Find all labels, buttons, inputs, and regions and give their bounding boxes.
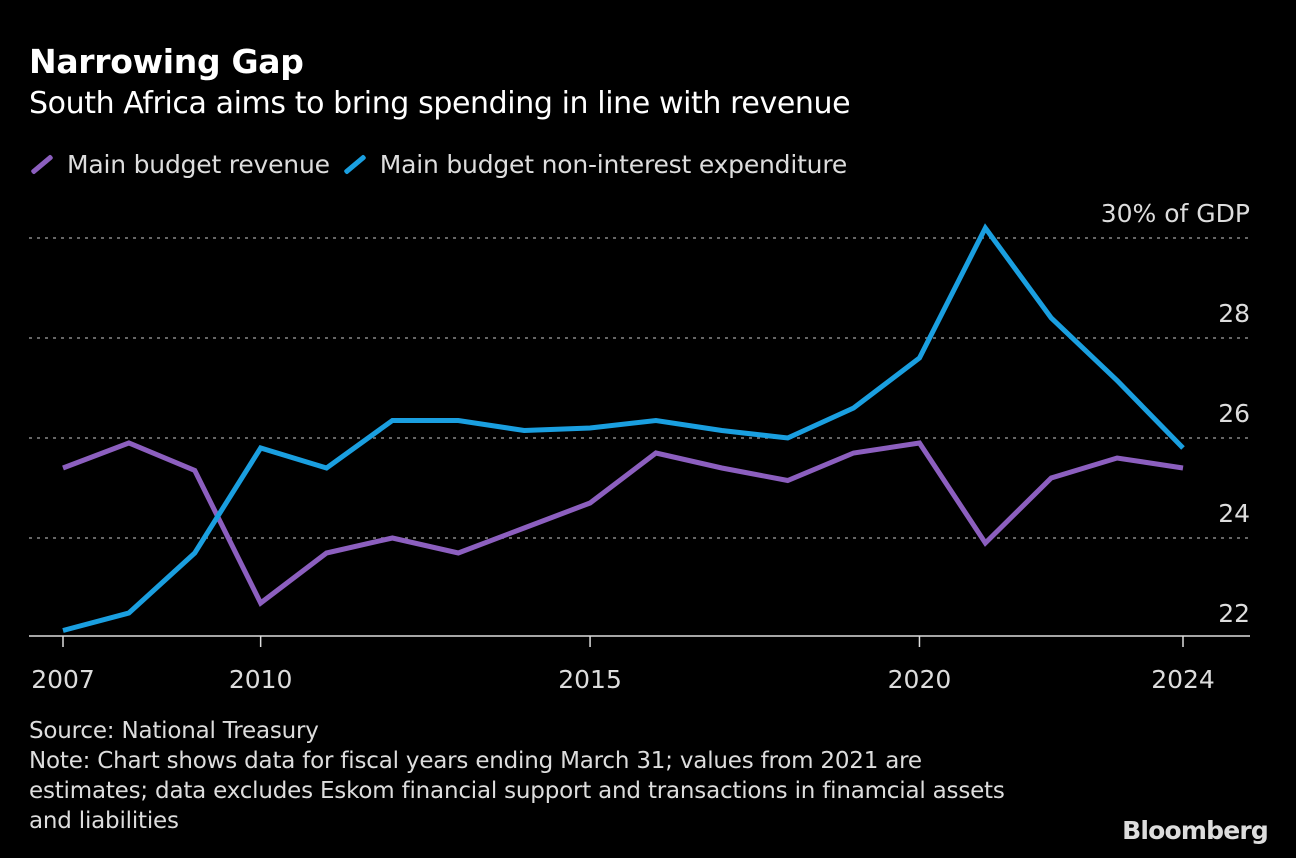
x-tick-label: 2024: [1151, 665, 1215, 694]
legend-item-expenditure: Main budget non-interest expenditure: [342, 150, 847, 179]
x-tick-label: 2010: [229, 665, 293, 694]
source-text: Source: National Treasury: [29, 718, 319, 744]
y-tick-label: 22: [1218, 599, 1250, 628]
legend-item-revenue: Main budget revenue: [29, 150, 330, 179]
legend-label: Main budget revenue: [67, 150, 330, 179]
footer: Source: National Treasury Note: Chart sh…: [29, 716, 1029, 836]
y-tick-label: 28: [1218, 299, 1250, 328]
series-line-expenditure: [62, 223, 1185, 633]
y-tick-label: 26: [1218, 399, 1250, 428]
chart-title: Narrowing Gap: [29, 42, 304, 81]
bloomberg-logo: Bloomberg: [1122, 816, 1269, 845]
x-tick-label: 2007: [31, 665, 95, 694]
x-tick-label: 2015: [558, 665, 622, 694]
note-text: Note: Chart shows data for fiscal years …: [29, 748, 1005, 834]
y-tick-label: 24: [1218, 499, 1250, 528]
legend-label: Main budget non-interest expenditure: [379, 150, 848, 179]
y-tick-label: 30% of GDP: [1101, 199, 1250, 228]
x-tick-label: 2020: [888, 665, 952, 694]
legend: Main budget revenue Main budget non-inte…: [29, 150, 859, 179]
series-line-revenue: [62, 440, 1184, 607]
chart-subtitle: South Africa aims to bring spending in l…: [29, 86, 851, 121]
